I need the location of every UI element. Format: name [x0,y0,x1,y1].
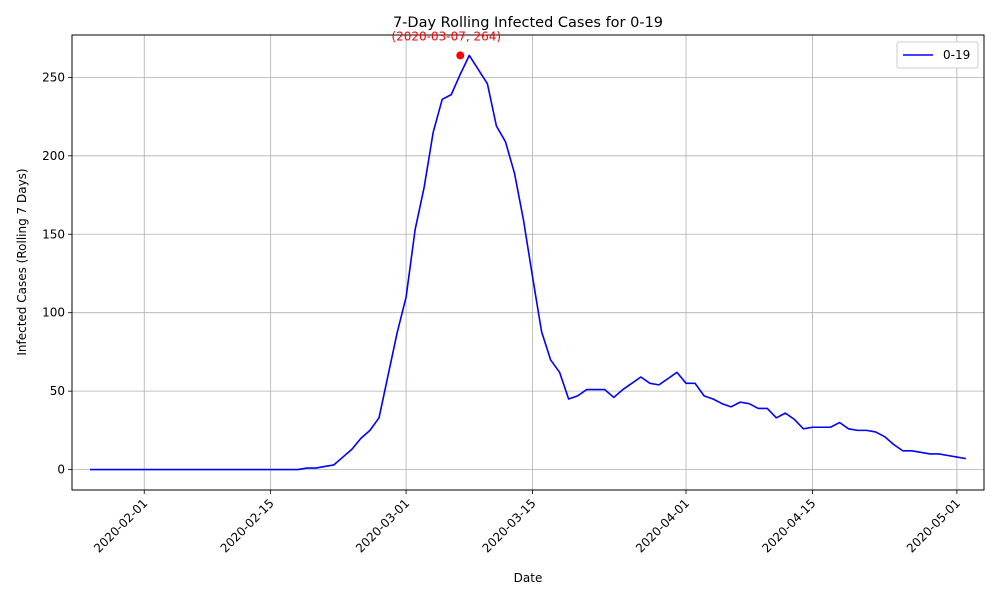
y-tick-label: 250 [42,70,65,84]
x-tick-label: 2020-03-01 [353,496,412,555]
x-tick-label: 2020-04-15 [759,496,818,555]
series-line-0-19 [90,54,967,471]
grid-lines [72,35,984,490]
y-axis-ticks: 0 50 100 150 200 250 [42,70,72,477]
peak-marker [456,51,465,60]
y-axis-label: Infected Cases (Rolling 7 Days) [15,168,29,355]
legend-box [896,41,979,69]
x-tick-label: 2020-03-15 [479,496,538,555]
x-axis-label: Date [514,571,543,585]
x-tick-label: 2020-02-15 [218,496,277,555]
legend-label-0-19: 0-19 [943,48,970,62]
y-tick-label: 100 [42,306,65,320]
peak-annotation: (2020-03-07, 264) [391,29,501,43]
y-tick-label: 50 [50,384,65,398]
y-tick-label: 0 [57,463,65,477]
plot-area-frame [71,34,985,491]
y-tick-label: 150 [42,227,65,241]
x-axis-ticks: 2020-02-01 2020-02-15 2020-03-01 2020-03-15… [91,490,963,555]
x-tick-label: 2020-02-01 [91,496,150,555]
chart-title: 7-Day Rolling Infected Cases for 0-19 [393,15,663,31]
x-tick-label: 2020-04-01 [633,496,692,555]
x-tick-label: 2020-05-01 [904,496,963,555]
legend: 0-19 [896,41,979,69]
y-tick-label: 200 [42,149,65,163]
